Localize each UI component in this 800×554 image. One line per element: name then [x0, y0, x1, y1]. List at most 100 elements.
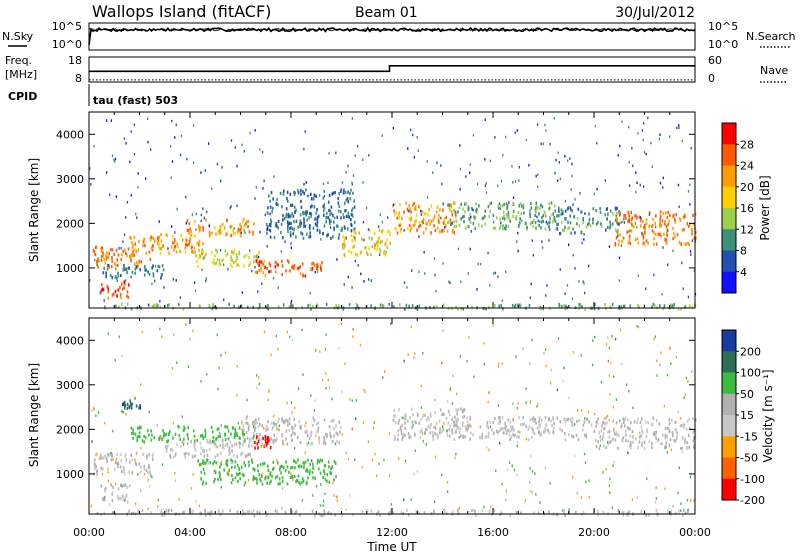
velocity-cell	[532, 430, 534, 434]
power-cell	[267, 206, 269, 210]
power-cell	[201, 268, 203, 272]
velocity-cell	[214, 455, 216, 459]
power-cell	[677, 183, 680, 187]
power-cell	[420, 209, 422, 213]
velocity-cell	[447, 409, 450, 414]
velocity-cell	[479, 425, 482, 429]
velocity-cell	[486, 421, 489, 425]
velocity-cell	[646, 430, 648, 434]
velocity-cell	[401, 423, 403, 428]
power-cell	[113, 292, 115, 296]
velocity-cell	[317, 421, 320, 425]
velocity-cell	[239, 477, 241, 481]
power-cell	[418, 205, 421, 209]
velocity-cell	[210, 425, 213, 430]
velocity-cell	[277, 482, 280, 486]
velocity-cell	[123, 483, 125, 488]
power-cell	[371, 244, 373, 249]
power-cell	[556, 227, 559, 231]
power-cell	[280, 222, 283, 226]
velocity-cell	[402, 435, 404, 439]
power-cell	[187, 228, 190, 232]
velocity-cell	[681, 450, 683, 454]
velocity-cell	[217, 477, 219, 481]
velocity-cell	[280, 464, 283, 468]
power-cell	[406, 286, 408, 289]
power-cell	[361, 237, 363, 241]
velocity-cell	[398, 418, 401, 422]
power-cell	[133, 153, 136, 156]
power-cell	[433, 224, 435, 228]
power-cell	[607, 212, 609, 216]
power-cell	[666, 231, 668, 235]
velocity-cell	[607, 430, 609, 434]
power-cell	[370, 304, 372, 308]
power-cell	[306, 232, 308, 236]
power-cell	[411, 269, 413, 272]
power-cell	[130, 259, 132, 263]
power-cell	[105, 257, 107, 261]
velocity-cell	[284, 419, 286, 424]
velocity-cell	[300, 426, 302, 430]
velocity-cell	[502, 427, 504, 431]
velocity-cell	[261, 435, 264, 439]
power-cell	[606, 217, 608, 221]
velocity-cell	[160, 510, 162, 515]
velocity-cell	[615, 431, 618, 435]
power-cell	[506, 214, 509, 218]
velocity-cell	[317, 458, 319, 462]
power-cell	[237, 263, 240, 267]
velocity-cell	[491, 428, 493, 432]
velocity-cell	[457, 408, 460, 412]
velocity-cell	[468, 423, 471, 427]
power-cell	[138, 260, 140, 264]
velocity-cell	[250, 510, 253, 515]
frequency-line	[89, 65, 695, 73]
velocity-cell	[317, 426, 320, 430]
power-cell	[320, 238, 322, 241]
velocity-cell	[361, 510, 364, 514]
velocity-cell	[252, 440, 255, 444]
power-cell	[275, 270, 277, 274]
power-cell	[233, 251, 235, 256]
power-cell	[489, 159, 491, 163]
power-cell	[326, 234, 328, 238]
power-cell	[194, 281, 196, 284]
power-cell	[689, 203, 691, 206]
power-cell	[490, 201, 493, 205]
power-cell	[514, 216, 517, 221]
velocity-cell	[651, 445, 653, 449]
power-cell	[355, 302, 358, 306]
velocity-cell	[617, 509, 620, 513]
power-cell	[194, 289, 197, 292]
power-cell	[231, 258, 233, 263]
velocity-cell	[137, 434, 140, 439]
power-cell	[147, 303, 150, 307]
power-cell	[236, 230, 239, 234]
velocity-cell	[399, 425, 402, 429]
velocity-cell	[282, 439, 284, 443]
power-cell	[484, 222, 487, 226]
velocity-cell	[413, 356, 415, 359]
power-cell	[637, 132, 639, 135]
power-cell	[103, 299, 105, 302]
velocity-cell	[622, 513, 625, 517]
velocity-cell	[304, 460, 307, 464]
velocity-cell	[171, 367, 174, 370]
velocity-cell	[550, 368, 553, 372]
power-cell	[442, 262, 444, 265]
velocity-cell	[311, 470, 314, 475]
power-cell	[289, 221, 291, 225]
noise-right-tick-top: 10^5	[708, 20, 738, 33]
velocity-cell	[473, 508, 475, 512]
velocity-cell	[537, 403, 539, 406]
power-cell	[518, 166, 520, 169]
velocity-cell	[529, 401, 531, 404]
power-cell	[468, 225, 470, 229]
velocity-cell	[136, 435, 139, 439]
power-cell	[306, 218, 308, 222]
velocity-cell	[584, 461, 587, 464]
power-cell	[609, 220, 611, 224]
power-cell	[663, 304, 666, 308]
velocity-cell	[205, 461, 207, 465]
